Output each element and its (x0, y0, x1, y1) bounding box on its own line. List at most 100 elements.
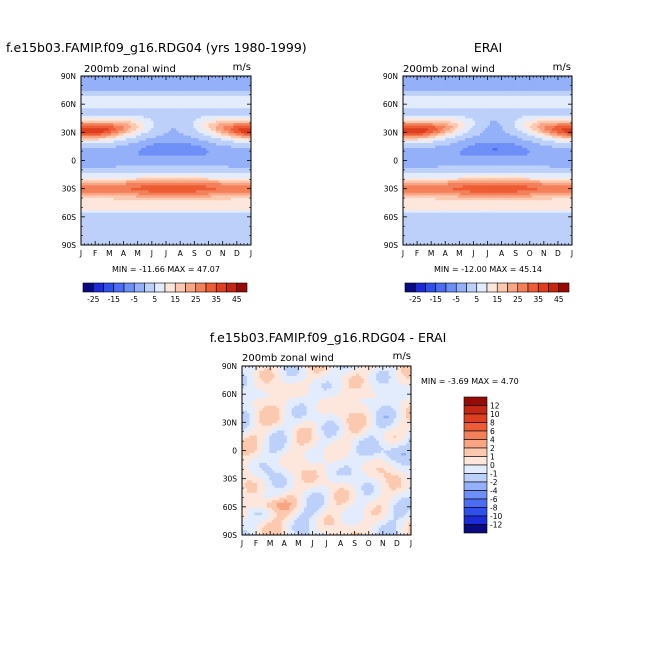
heatmap-cell (106, 205, 109, 209)
heatmap-cell (161, 100, 164, 104)
heatmap-cell (193, 108, 197, 112)
heatmap-cell (153, 212, 157, 216)
heatmap-cell (236, 235, 239, 238)
heatmap-cell (138, 175, 142, 179)
heatmap-cell (108, 78, 112, 82)
heatmap-cell (188, 225, 192, 228)
heatmap-cell (96, 212, 99, 216)
heatmap-cell (161, 187, 164, 191)
heatmap-cell (171, 150, 174, 154)
heatmap-cell (211, 227, 214, 231)
heatmap-cell (236, 125, 239, 129)
heatmap-cell (241, 118, 244, 122)
heatmap-cell (91, 185, 94, 189)
heatmap-cell (148, 190, 152, 194)
heatmap-cell (153, 138, 157, 141)
heatmap-cell (191, 128, 194, 132)
heatmap-cell (126, 78, 129, 82)
heatmap-cell (133, 78, 137, 82)
heatmap-cell (193, 240, 197, 243)
heatmap-cell (156, 242, 159, 246)
heatmap-cell (151, 76, 154, 79)
heatmap-cell (96, 202, 99, 206)
heatmap-cell (176, 187, 179, 191)
heatmap-cell (243, 158, 247, 161)
heatmap-cell (241, 175, 244, 179)
heatmap-cell (111, 155, 114, 159)
heatmap-cell (183, 135, 187, 139)
heatmap-cell (246, 140, 249, 144)
heatmap-cell (178, 225, 182, 228)
heatmap-cell (188, 88, 192, 92)
heatmap-cell (148, 215, 152, 219)
heatmap-cell (143, 230, 147, 233)
heatmap-cell (93, 225, 97, 228)
heatmap-cell (106, 227, 109, 231)
heatmap-cell (221, 170, 224, 174)
heatmap-cell (136, 162, 139, 166)
heatmap-cell (106, 237, 109, 241)
heatmap-cell (191, 125, 194, 129)
heatmap-cell (156, 143, 159, 146)
heatmap-cell (111, 160, 114, 164)
heatmap-cell (233, 143, 237, 146)
heatmap-cell (246, 240, 249, 243)
heatmap-cell (123, 175, 127, 179)
heatmap-cell (183, 85, 187, 89)
heatmap-cell (475, 76, 478, 79)
heatmap-cell (133, 190, 137, 194)
heatmap-cell (123, 232, 127, 236)
heatmap-cell (146, 242, 149, 246)
heatmap-cell (98, 158, 102, 161)
heatmap-cell (123, 98, 127, 102)
heatmap-cell (519, 78, 523, 82)
heatmap-cell (91, 205, 94, 209)
heatmap-cell (131, 90, 134, 94)
heatmap-cell (101, 180, 104, 184)
heatmap-cell (133, 158, 137, 161)
heatmap-cell (141, 153, 144, 156)
heatmap-cell (228, 118, 232, 122)
heatmap-cell (181, 90, 184, 94)
heatmap-cell (246, 185, 249, 189)
heatmap-cell (171, 225, 174, 228)
heatmap-cell (81, 192, 84, 196)
heatmap-cell (196, 80, 199, 84)
heatmap-cell (221, 235, 224, 238)
heatmap-cell (246, 105, 249, 109)
heatmap-cell (430, 80, 434, 84)
heatmap-cell (233, 190, 237, 194)
heatmap-cell (243, 155, 247, 159)
heatmap-cell (96, 195, 99, 199)
heatmap-cell (173, 133, 177, 136)
heatmap-cell (146, 100, 149, 104)
heatmap-cell (183, 187, 187, 191)
heatmap-cell (216, 128, 219, 132)
heatmap-cell (206, 207, 209, 211)
heatmap-cell (111, 217, 114, 221)
heatmap-cell (248, 123, 252, 127)
heatmap-cell (211, 90, 214, 94)
heatmap-cell (226, 180, 229, 184)
heatmap-cell (168, 115, 172, 119)
heatmap-cell (231, 148, 234, 151)
heatmap-cell (116, 235, 119, 238)
heatmap-cell (93, 85, 97, 89)
heatmap-cell (206, 190, 209, 194)
heatmap-cell (173, 227, 177, 231)
heatmap-cell (233, 145, 237, 149)
heatmap-cell (223, 103, 227, 107)
heatmap-cell (191, 113, 194, 117)
heatmap-cell (146, 148, 149, 151)
heatmap-cell (113, 88, 117, 92)
heatmap-cell (166, 88, 169, 92)
heatmap-cell (108, 205, 112, 209)
heatmap-cell (181, 185, 184, 189)
heatmap-cell (88, 185, 92, 189)
heatmap-cell (183, 207, 187, 211)
heatmap-cell (238, 103, 242, 107)
heatmap-cell (178, 217, 182, 221)
heatmap-cell (228, 177, 232, 181)
heatmap-cell (146, 130, 149, 134)
heatmap-cell (196, 240, 199, 243)
